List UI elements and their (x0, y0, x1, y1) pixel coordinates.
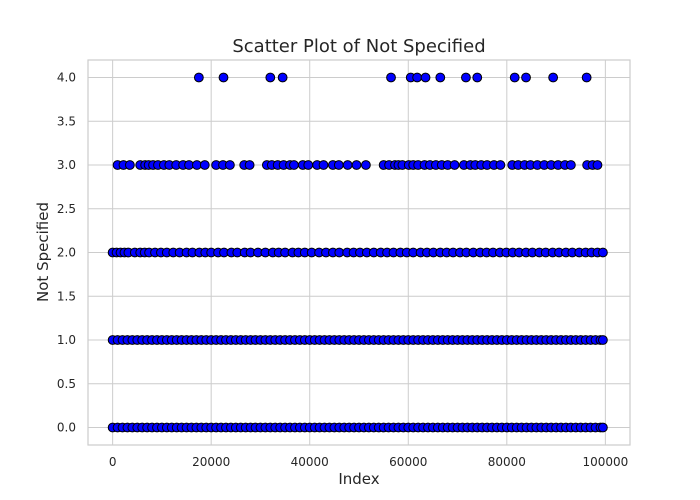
y-tick-label: 1.0 (57, 333, 76, 347)
y-axis-label: Not Specified (34, 202, 52, 302)
scatter-point (548, 72, 559, 83)
y-tick-label: 3.5 (57, 114, 76, 128)
scatter-point (289, 160, 299, 170)
x-tick-label: 20000 (192, 455, 230, 469)
scatter-point (244, 160, 255, 170)
scatter-point (495, 160, 506, 170)
scatter-point (420, 72, 431, 83)
scatter-point (199, 160, 210, 170)
scatter-point (351, 160, 362, 170)
scatter-point (412, 72, 423, 83)
x-tick-label: 0 (109, 455, 117, 469)
scatter-point (565, 160, 576, 170)
scatter-point (461, 72, 471, 83)
scatter-point (265, 72, 276, 83)
x-axis-ticks: 0 20000 40000 60000 80000 100000 (109, 455, 628, 469)
scatter-point (386, 72, 396, 83)
y-axis-ticks: 0.0 0.5 1.0 1.5 2.0 2.5 3.0 3.5 4.0 (57, 71, 76, 435)
scatter-point (509, 72, 520, 83)
scatter-point (449, 160, 460, 170)
x-axis-label: Index (338, 470, 379, 488)
scatter-point (318, 160, 329, 170)
x-tick-label: 100000 (582, 455, 628, 469)
scatter-point (124, 160, 135, 170)
scatter-point (225, 160, 235, 170)
x-tick-label: 80000 (488, 455, 526, 469)
scatter-point (218, 72, 229, 83)
y-tick-label: 2.0 (57, 246, 76, 260)
y-tick-label: 4.0 (57, 71, 76, 85)
scatter-point (598, 422, 608, 433)
plot-frame (87, 59, 631, 446)
scatter-point (333, 160, 344, 170)
scatter-point (435, 72, 446, 83)
y-tick-label: 0.5 (57, 377, 76, 391)
scatter-points (107, 72, 608, 433)
y-tick-label: 3.0 (57, 158, 76, 172)
x-tick-label: 60000 (389, 455, 427, 469)
scatter-point (521, 72, 531, 83)
y-tick-label: 2.5 (57, 202, 76, 216)
y-tick-label: 0.0 (57, 421, 76, 435)
scatter-point (581, 72, 592, 83)
scatter-point (193, 72, 204, 83)
scatter-point (342, 160, 353, 170)
scatter-point (598, 247, 608, 258)
scatter-point (598, 335, 608, 345)
chart-title: Scatter Plot of Not Specified (232, 36, 485, 57)
scatter-point (277, 72, 288, 83)
scatter-point (360, 160, 371, 170)
x-tick-label: 40000 (291, 455, 329, 469)
scatter-point (303, 160, 314, 170)
y-tick-label: 1.5 (57, 289, 76, 303)
scatter-point (472, 72, 483, 83)
scatter-point (592, 160, 603, 170)
